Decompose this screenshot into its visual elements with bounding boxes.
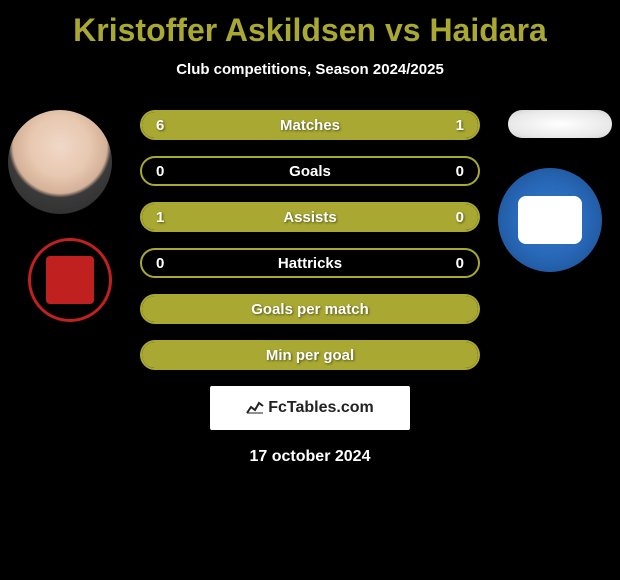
stat-row: 6 1 Matches <box>140 110 480 140</box>
stat-value-right: 0 <box>456 255 464 272</box>
logo-text: FcTables.com <box>268 399 374 417</box>
stat-value-left: 0 <box>156 255 164 272</box>
stat-row: 0 0 Goals <box>140 156 480 186</box>
stat-row: 0 0 Hattricks <box>140 248 480 278</box>
stats-area: 6 1 Matches 0 0 Goals 1 0 Assists 0 0 Hattricks Goal… <box>0 110 620 370</box>
page-title: Kristoffer Askildsen vs Haidara <box>0 0 620 49</box>
stat-label: Goals <box>289 163 331 180</box>
stat-row: Goals per match <box>140 294 480 324</box>
stat-label: Goals per match <box>251 301 369 318</box>
stat-label: Assists <box>283 209 336 226</box>
player-avatar-left <box>8 110 112 214</box>
stat-value-right: 0 <box>456 163 464 180</box>
subtitle: Club competitions, Season 2024/2025 <box>0 61 620 78</box>
stat-row: Min per goal <box>140 340 480 370</box>
stat-row: 1 0 Assists <box>140 202 480 232</box>
stat-label: Min per goal <box>266 347 354 364</box>
stat-fill-right <box>428 112 478 138</box>
logo-box: FcTables.com <box>210 386 410 430</box>
stat-rows: 6 1 Matches 0 0 Goals 1 0 Assists 0 0 Hattricks Goal… <box>140 110 480 370</box>
chart-icon <box>246 400 264 417</box>
player-avatar-right <box>508 110 612 138</box>
club-badge-left <box>28 238 112 322</box>
stat-value-right: 0 <box>456 209 464 226</box>
comparison-card: Kristoffer Askildsen vs Haidara Club com… <box>0 0 620 580</box>
stat-value-left: 6 <box>156 117 164 134</box>
stat-value-right: 1 <box>456 117 464 134</box>
stat-value-left: 1 <box>156 209 164 226</box>
club-badge-right-inner <box>518 196 582 244</box>
stat-label: Hattricks <box>278 255 342 272</box>
club-badge-left-inner <box>46 256 94 304</box>
date-text: 17 october 2024 <box>0 448 620 466</box>
stat-value-left: 0 <box>156 163 164 180</box>
stat-label: Matches <box>280 117 340 134</box>
club-badge-right <box>498 168 602 272</box>
